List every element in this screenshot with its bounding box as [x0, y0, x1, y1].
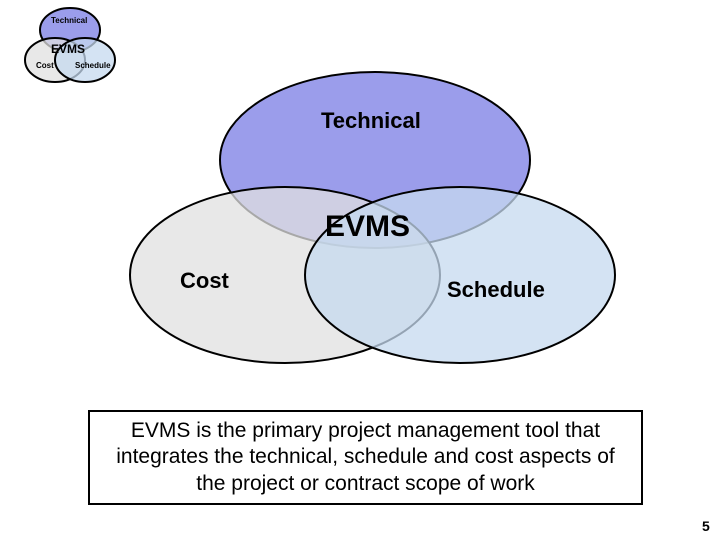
page-number: 5: [702, 518, 710, 534]
small-top-label: Technical: [51, 16, 87, 25]
large-top-label: Technical: [321, 108, 421, 134]
large-right-label: Schedule: [447, 277, 545, 303]
venn-large: Technical EVMS Cost Schedule: [125, 70, 620, 385]
caption-text: EVMS is the primary project management t…: [102, 418, 629, 497]
small-left-label: Cost: [36, 61, 54, 70]
small-center-label: EVMS: [51, 42, 85, 56]
caption-box: EVMS is the primary project management t…: [88, 410, 643, 505]
venn-small: Technical EVMS Cost Schedule: [20, 5, 120, 115]
large-center-label: EVMS: [325, 210, 410, 244]
small-right-label: Schedule: [75, 61, 111, 70]
large-left-label: Cost: [180, 268, 229, 294]
